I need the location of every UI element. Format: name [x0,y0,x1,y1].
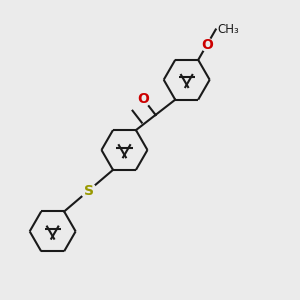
Text: O: O [137,92,149,106]
Text: S: S [84,184,94,198]
Text: CH₃: CH₃ [217,23,239,36]
Circle shape [136,92,151,106]
Text: O: O [201,38,213,52]
Circle shape [201,38,213,51]
Circle shape [81,183,96,198]
